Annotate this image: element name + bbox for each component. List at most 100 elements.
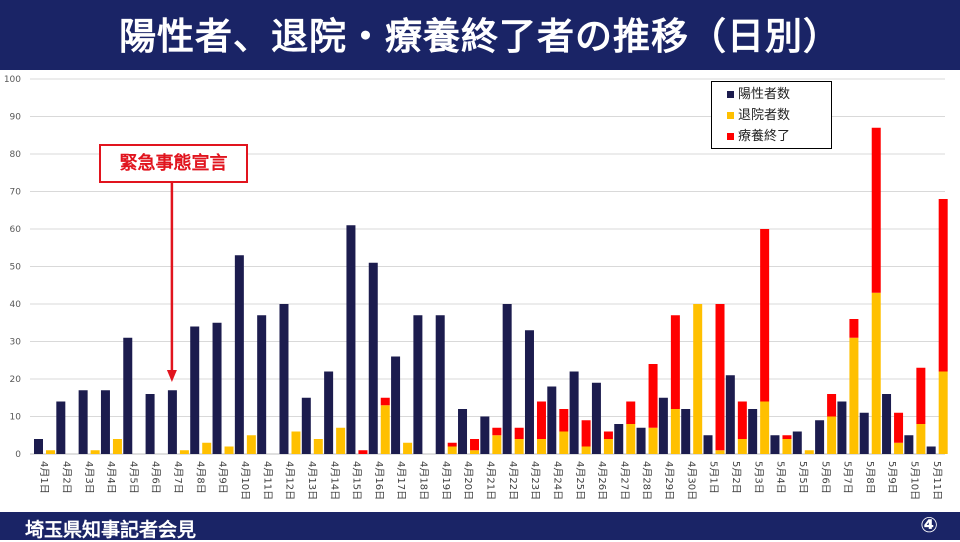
annotation-arrow-head (166, 370, 177, 382)
bar-discharged (871, 292, 881, 454)
bar-positive (234, 255, 244, 454)
y-tick-label: 0 (15, 450, 21, 460)
bar-positive (859, 412, 869, 454)
legend-label-positive: 陽性者数 (738, 87, 791, 102)
x-tick-label: 4月27日 (618, 461, 630, 500)
y-tick-label: 40 (10, 300, 22, 310)
x-tick-label: 5月3日 (752, 461, 764, 494)
x-tick-label: 4月9日 (217, 461, 229, 494)
x-tick-label: 5月1日 (708, 461, 720, 494)
bars (34, 127, 948, 454)
bar-positive (123, 337, 133, 454)
page-title: 陽性者、退院・療養終了者の推移（日別） (119, 15, 841, 58)
x-tick-label: 4月22日 (507, 461, 519, 500)
x-tick-label: 4月12日 (284, 461, 296, 500)
x-tick-label: 4月6日 (150, 461, 162, 494)
bar-discharged (603, 439, 613, 454)
bar-discharged (782, 439, 792, 454)
legend-swatch-recovered (727, 133, 734, 140)
bar-positive (904, 435, 914, 454)
bar-discharged (90, 450, 100, 454)
bar-discharged (179, 450, 189, 454)
bar-positive (212, 322, 222, 454)
bar-positive (926, 446, 936, 454)
legend-item-discharged: 退院者数 (727, 106, 791, 126)
x-tick-label: 4月14日 (328, 461, 340, 500)
bar-discharged (626, 424, 636, 454)
bar-discharged (938, 371, 948, 454)
bar-discharged (804, 450, 814, 454)
x-tick-label: 4月8日 (194, 461, 206, 494)
x-tick-label: 4月24日 (551, 461, 563, 500)
bar-positive (882, 394, 892, 454)
bar-discharged (313, 439, 323, 454)
bar-discharged (492, 435, 502, 454)
bar-positive (547, 386, 557, 454)
bar-positive (815, 420, 825, 454)
legend-label-recovered: 療養終了 (738, 129, 791, 144)
bar-positive (435, 315, 445, 454)
bar-positive (569, 371, 579, 454)
bar-positive (56, 401, 66, 454)
x-tick-label: 4月11日 (261, 461, 273, 500)
legend-item-positive: 陽性者数 (727, 85, 791, 105)
bar-recovered (737, 401, 747, 439)
bar-positive (614, 424, 624, 454)
x-tick-label: 4月26日 (596, 461, 608, 500)
footer-page-number: ④ (920, 513, 938, 537)
bar-discharged (648, 427, 658, 454)
bar-positive (658, 397, 668, 454)
bar-positive (145, 394, 155, 454)
bar-recovered (559, 409, 569, 432)
y-tick-label: 10 (10, 413, 22, 423)
y-axis-tick-labels: 0 10 20 30 40 50 60 70 80 90 100 (4, 75, 21, 460)
footer-organization: 埼玉県知事記者会見 (25, 519, 197, 541)
bar-recovered (827, 394, 837, 417)
bar-discharged (559, 431, 569, 454)
bar-discharged (336, 427, 346, 454)
legend-swatch-positive (727, 91, 734, 98)
bar-discharged (581, 446, 591, 454)
x-tick-label: 5月9日 (886, 461, 898, 494)
x-tick-label: 4月17日 (395, 461, 407, 500)
bar-positive (413, 315, 423, 454)
y-tick-label: 20 (10, 375, 22, 385)
bar-discharged (849, 337, 859, 454)
legend-swatch-discharged (727, 112, 734, 119)
bar-positive (502, 304, 512, 454)
bar-positive (524, 330, 534, 454)
x-tick-label: 5月10日 (909, 461, 921, 500)
bar-positive (78, 390, 88, 454)
bar-discharged (224, 446, 234, 454)
bar-recovered (670, 315, 680, 409)
legend-label-discharged: 退院者数 (738, 108, 791, 123)
bar-recovered (916, 367, 926, 424)
y-tick-label: 100 (4, 75, 21, 85)
x-tick-label: 5月4日 (775, 461, 787, 494)
bar-recovered (470, 439, 480, 451)
bar-recovered (603, 431, 613, 439)
bar-recovered (938, 199, 948, 372)
x-tick-label: 4月7日 (172, 461, 184, 494)
annotation-arrow (166, 183, 177, 382)
bar-recovered (358, 450, 368, 454)
bar-discharged (380, 405, 390, 454)
bar-discharged (670, 409, 680, 454)
x-tick-label: 4月5日 (127, 461, 139, 494)
header-bar: 陽性者、退院・療養終了者の推移（日別） (0, 0, 960, 70)
x-tick-label: 4月21日 (485, 461, 497, 500)
x-tick-label: 4月19日 (440, 461, 452, 500)
bar-positive (391, 356, 401, 454)
bar-recovered (536, 401, 546, 439)
x-tick-label: 4月15日 (351, 461, 363, 500)
y-tick-label: 80 (10, 150, 22, 160)
x-tick-label: 4月25日 (574, 461, 586, 500)
bar-positive (703, 435, 713, 454)
y-tick-label: 70 (10, 188, 22, 198)
bar-discharged (514, 439, 524, 454)
footer-bar: 埼玉県知事記者会見 ④ (0, 512, 960, 541)
x-tick-label: 4月30日 (685, 461, 697, 500)
bar-positive (368, 262, 378, 454)
y-tick-label: 60 (10, 225, 22, 235)
bar-discharged (827, 416, 837, 454)
